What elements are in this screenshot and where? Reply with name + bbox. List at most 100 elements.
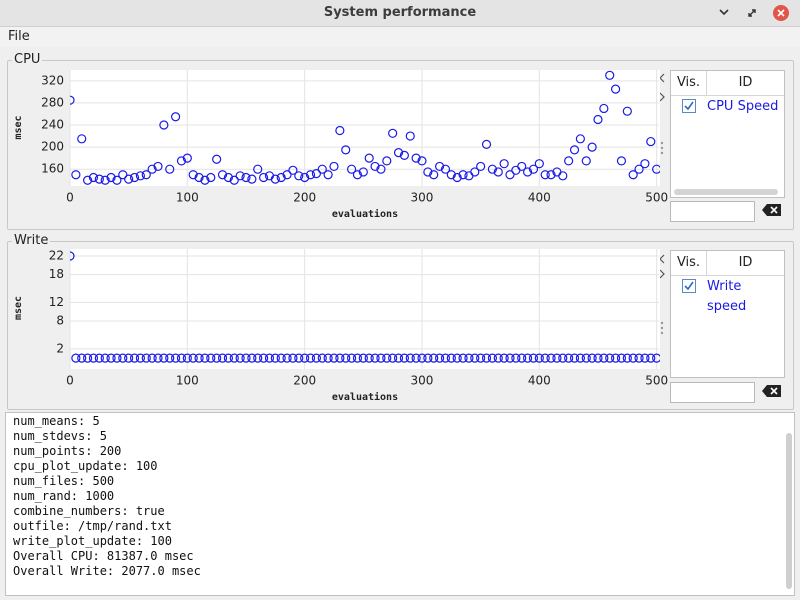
data-point [376, 353, 386, 363]
data-point [646, 136, 656, 147]
data-point [288, 353, 298, 363]
data-point [129, 353, 140, 363]
console-line: num_rand: 1000 [13, 489, 115, 503]
scrollbar[interactable] [674, 189, 778, 195]
data-point [540, 353, 550, 363]
data-point [341, 353, 351, 363]
data-point [622, 353, 632, 363]
series-table: Vis. ID Write speed [670, 250, 785, 378]
data-point [593, 353, 603, 363]
data-point [499, 353, 509, 363]
data-point [599, 103, 609, 114]
data-point [241, 353, 251, 363]
data-point [575, 353, 585, 363]
data-point [323, 353, 333, 363]
data-point [652, 353, 660, 363]
column-header: Vis. [671, 71, 707, 96]
data-point [652, 164, 660, 174]
data-point [628, 353, 638, 363]
data-point [452, 353, 462, 363]
x-tick-label: 500 [645, 191, 668, 205]
y-tick-label: 280 [41, 95, 64, 109]
data-point [176, 353, 187, 363]
data-point [311, 353, 321, 363]
plot-points [70, 251, 660, 363]
title-bar [0, 0, 800, 27]
data-point [223, 353, 233, 363]
data-point [511, 353, 521, 363]
data-point [522, 167, 533, 177]
checkbox[interactable] [682, 99, 697, 114]
data-point [129, 172, 140, 183]
data-point [270, 353, 280, 363]
data-point [411, 353, 421, 363]
data-point [135, 353, 145, 363]
y-tick-label: 240 [41, 118, 64, 132]
console-line: num_stdevs: 5 [13, 429, 107, 443]
data-point [77, 353, 87, 363]
y-axis-label: msec [13, 296, 24, 320]
data-point [247, 353, 257, 363]
data-point [622, 106, 632, 116]
data-point [311, 169, 321, 179]
data-point [147, 164, 157, 174]
checkbox[interactable] [682, 279, 697, 294]
data-point [505, 170, 515, 180]
data-point [141, 170, 151, 180]
data-point [564, 156, 574, 166]
data-point [71, 170, 81, 180]
data-point [458, 353, 468, 363]
data-point [200, 353, 210, 363]
data-point [476, 353, 486, 363]
data-point [71, 353, 81, 363]
data-point [628, 170, 638, 180]
filter-input[interactable] [670, 382, 755, 403]
data-point [276, 172, 286, 183]
data-point [569, 353, 580, 363]
minimize-button[interactable] [719, 9, 729, 16]
data-point [282, 353, 292, 363]
scrollbar[interactable] [786, 433, 792, 589]
window-controls [719, 5, 789, 21]
data-point [112, 353, 122, 363]
maximize-button[interactable] [748, 9, 756, 17]
data-point [352, 353, 363, 363]
data-point [188, 170, 198, 180]
data-point [206, 172, 216, 183]
data-point [534, 159, 544, 169]
data-point [376, 164, 386, 174]
group-box [7, 241, 794, 410]
y-tick-label: 22 [49, 249, 64, 263]
data-point [159, 120, 169, 130]
data-point [634, 164, 644, 174]
data-point [346, 353, 357, 363]
column-header: Vis. [671, 251, 707, 276]
data-point [446, 170, 456, 180]
data-point [522, 353, 533, 363]
splitter-grip[interactable] [660, 141, 664, 335]
data-point [429, 170, 439, 180]
legend-entry[interactable]: CPU Speed [707, 99, 779, 114]
data-point [165, 164, 175, 174]
clear-button[interactable] [762, 203, 782, 217]
data-point [569, 145, 580, 155]
legend-entry[interactable]: Write speed [707, 279, 747, 314]
data-point [517, 353, 527, 363]
y-axis-label: msec [13, 115, 24, 139]
close-button[interactable] [773, 5, 789, 21]
menu-item[interactable]: File [8, 29, 30, 44]
filter-input[interactable] [670, 201, 755, 222]
data-point [405, 353, 415, 363]
clear-button[interactable] [762, 384, 782, 398]
data-point [358, 353, 368, 363]
data-point [159, 353, 169, 363]
data-point [317, 353, 327, 363]
data-point [464, 353, 474, 363]
data-point [335, 353, 345, 363]
data-point [640, 159, 650, 169]
x-tick-label: 400 [528, 374, 551, 388]
data-point [106, 353, 116, 363]
console-line: Overall CPU: 81387.0 msec [13, 549, 194, 563]
data-point [124, 353, 134, 363]
